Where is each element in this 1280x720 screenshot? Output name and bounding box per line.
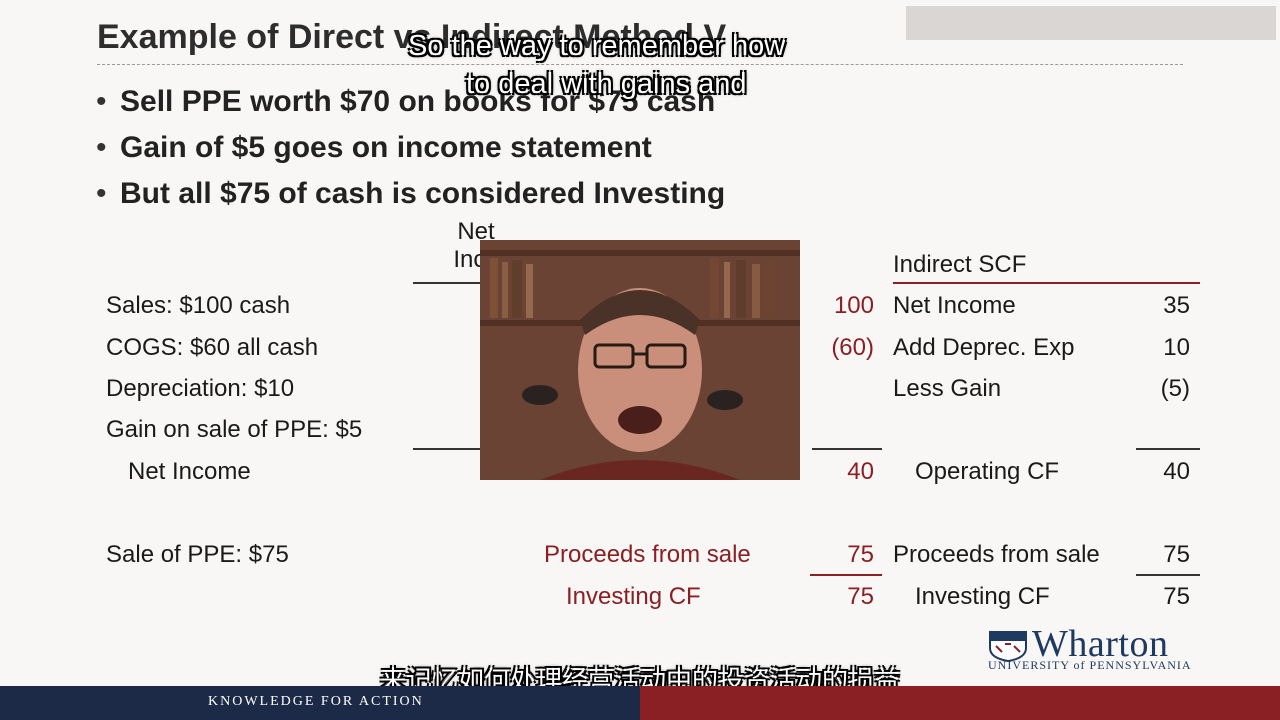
footer-tagline: KNOWLEDGE FOR ACTION (208, 694, 424, 709)
indirect-investing-value: 75 (1163, 583, 1190, 610)
wharton-logo: Wharton UNIVERSITY of PENNSYLVANIA (988, 623, 1198, 672)
bullet-item: • Gain of $5 goes on income statement (96, 126, 725, 172)
indirect-deprec-value: 10 (1163, 334, 1190, 361)
net-income-item: Net Income (128, 458, 251, 485)
direct-cogs-value: (60) (831, 334, 874, 361)
subtitle-english-line1: So the way to remember how (408, 30, 786, 62)
indirect-scf-header: Indirect SCF (893, 251, 1027, 278)
direct-operating-value: 40 (847, 458, 874, 485)
wharton-name: Wharton (1032, 623, 1169, 665)
direct-investing-rule (810, 574, 882, 576)
indirect-deprec-label: Add Deprec. Exp (893, 334, 1075, 361)
indirect-gain-value: (5) (1160, 375, 1190, 402)
direct-sales-value: 100 (833, 292, 874, 319)
direct-investing-value: 75 (847, 583, 874, 610)
wharton-shield-icon (989, 631, 1027, 662)
indirect-net-income-value: 35 (1163, 292, 1190, 319)
gain-item: Gain on sale of PPE: $5 (106, 416, 363, 443)
title-divider (97, 64, 1183, 65)
sales-item: Sales: $100 cash (106, 292, 291, 319)
indirect-operating-label: Operating CF (915, 458, 1060, 485)
indirect-investing-rule (1136, 574, 1200, 576)
footer-bar: KNOWLEDGE FOR ACTION (0, 686, 1280, 720)
presenter-video-image (480, 240, 800, 480)
indirect-proceeds-value: 75 (1163, 541, 1190, 568)
header-rule-net (413, 282, 483, 284)
subtitle-english-line2: to deal with gains and (466, 68, 747, 100)
net-income-rule (413, 448, 483, 450)
indirect-net-income-label: Net Income (893, 292, 1016, 319)
bullet-dot-icon: • (96, 131, 107, 164)
bullet-dot-icon: • (96, 177, 107, 210)
slide-title: Example of Direct vs Indirect Method V (97, 18, 727, 56)
bullet-dot-icon: • (96, 85, 107, 118)
indirect-gain-label: Less Gain (893, 375, 1002, 402)
direct-proceeds-value: 75 (847, 541, 874, 568)
title-overlay-box (906, 6, 1276, 40)
bullet-list: • Sell PPE worth $70 on books for $75 cas… (96, 80, 725, 218)
wharton-university: UNIVERSITY of PENNSYLVANIA (988, 658, 1192, 672)
direct-operating-rule (812, 448, 882, 450)
slide: Example of Direct vs Indirect Method V •… (96, 6, 1276, 672)
direct-proceeds-label: Proceeds from sale (544, 541, 751, 568)
sale-ppe-item: Sale of PPE: $75 (106, 541, 289, 568)
bullet-item: • Sell PPE worth $70 on books for $75 cas… (96, 80, 725, 126)
indirect-proceeds-label: Proceeds from sale (893, 541, 1100, 568)
indirect-operating-value: 40 (1163, 458, 1190, 485)
bullet-item: • But all $75 of cash is considered Inves… (96, 172, 725, 218)
direct-investing-label: Investing CF (566, 583, 701, 610)
cogs-item: COGS: $60 all cash (106, 334, 319, 361)
indirect-investing-label: Investing CF (915, 583, 1050, 610)
header-rule-indirect (893, 282, 1200, 284)
presenter-video (480, 240, 800, 480)
indirect-operating-rule (1136, 448, 1200, 450)
depreciation-item: Depreciation: $10 (106, 375, 295, 402)
footer-accent (640, 686, 1280, 720)
